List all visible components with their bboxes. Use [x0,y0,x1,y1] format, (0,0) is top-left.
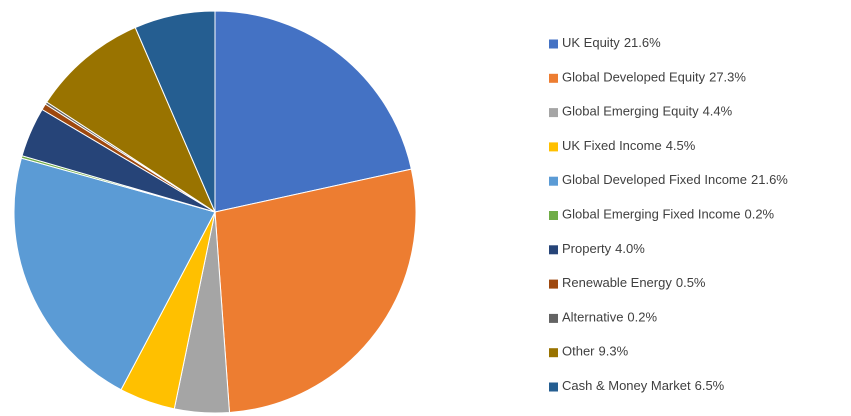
pie-slice [214,10,412,213]
pie-slice [214,168,417,414]
legend-category: Property [562,241,612,256]
legend-label: Property 4.0% [562,241,645,256]
legend-value: 9.3% [599,344,629,359]
legend-label: UK Equity 21.6% [562,35,661,50]
legend-value: 6.5% [695,378,725,393]
legend-value: 0.2% [627,310,657,325]
legend-value: 4.5% [666,138,696,153]
legend-label: Cash & Money Market 6.5% [562,378,725,393]
legend-category: UK Fixed Income [562,138,662,153]
legend-label: UK Fixed Income 4.5% [562,138,696,153]
pie-slice [46,26,217,214]
legend-category: Renewable Energy [562,276,672,291]
legend-label: Alternative 0.2% [562,310,657,325]
legend-swatch [549,39,558,49]
legend-category: Other [562,344,595,359]
legend-value: 0.5% [676,276,706,291]
legend-swatch [549,348,558,358]
legend-label: Other 9.3% [562,344,629,359]
legend-category: Global Emerging Equity [562,104,699,119]
legend-category: Global Developed Equity [562,70,706,85]
legend-value: 4.0% [615,241,645,256]
legend-swatch [549,176,558,186]
legend-swatch [549,73,558,83]
legend-category: Cash & Money Market [562,378,691,393]
legend-label: Renewable Energy 0.5% [562,276,706,291]
legend-swatch [549,211,558,220]
legend-category: Global Emerging Fixed Income [562,207,740,222]
pie-slice [13,157,216,391]
legend-swatch [549,142,558,152]
legend-label: Global Developed Fixed Income 21.6% [562,173,788,188]
legend-swatch [549,279,558,289]
legend-category: Alternative [562,310,623,325]
legend-label: Global Developed Equity 27.3% [562,70,746,85]
legend-value: 21.6% [751,173,788,188]
legend-label: Global Emerging Fixed Income 0.2% [562,207,775,222]
legend-swatch [549,108,558,118]
legend-value: 0.2% [744,207,774,222]
pie-slice [134,10,216,213]
legend-swatch [549,382,558,392]
legend-label: Global Emerging Equity 4.4% [562,104,733,119]
legend-value: 4.4% [703,104,733,119]
legend-swatch [549,313,558,323]
legend-category: UK Equity [562,35,620,50]
legend-swatch [549,245,558,255]
legend-value: 27.3% [709,70,746,85]
legend-value: 21.6% [624,35,661,50]
legend-category: Global Developed Fixed Income [562,173,747,188]
